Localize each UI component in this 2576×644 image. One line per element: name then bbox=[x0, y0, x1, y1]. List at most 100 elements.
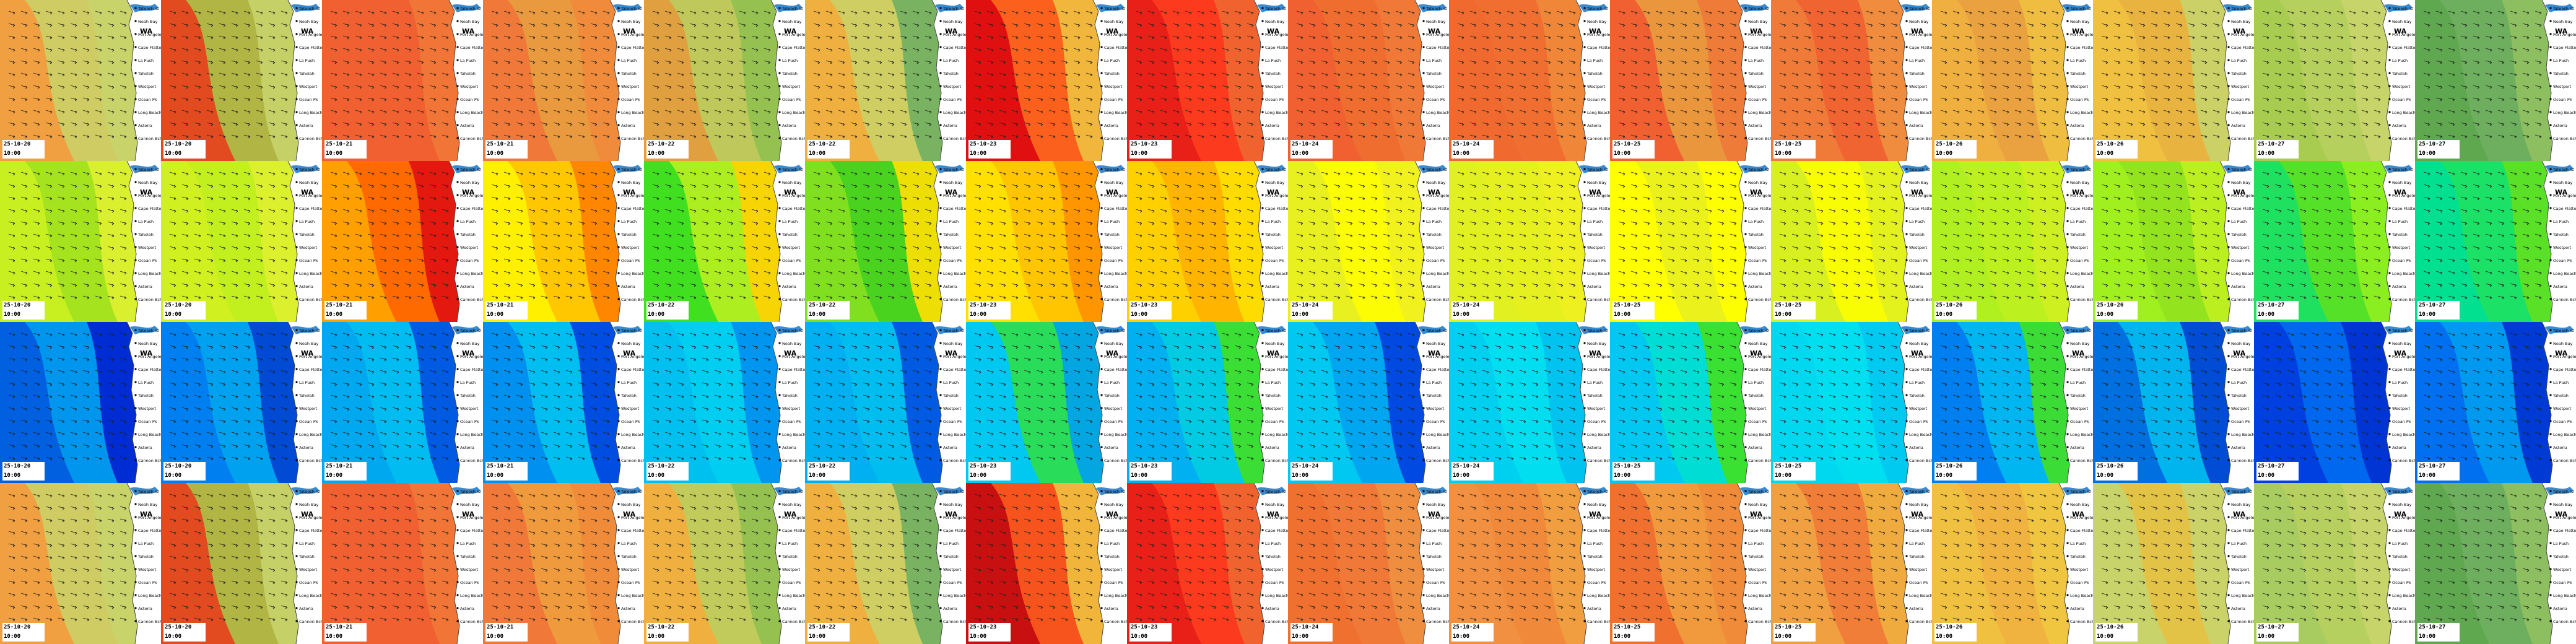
wind-arrow-head bbox=[186, 246, 189, 250]
wind-arrow-head bbox=[681, 61, 684, 64]
wind-arrow-head bbox=[186, 284, 189, 287]
wind-arrow-head bbox=[372, 135, 375, 139]
wind-arrow-head bbox=[409, 246, 412, 250]
place-marker bbox=[456, 85, 459, 87]
wind-arrow bbox=[1544, 110, 1551, 113]
wind-arrow-head bbox=[1028, 48, 1031, 52]
wind-arrow-head bbox=[1635, 85, 1638, 89]
wind-arrow-head bbox=[1957, 24, 1960, 27]
wind-arrow-head bbox=[1548, 24, 1551, 27]
wind-arrow-head bbox=[433, 110, 437, 114]
wind-arrow-head bbox=[1003, 73, 1006, 77]
wind-arrow-head bbox=[260, 98, 263, 102]
wind-arrow bbox=[380, 97, 387, 100]
wind-arrow bbox=[2027, 85, 2034, 88]
wind-arrow-head bbox=[2006, 36, 2009, 40]
wind-arrow bbox=[1333, 134, 1341, 137]
wind-arrow bbox=[1234, 72, 1242, 76]
wind-arrow bbox=[206, 72, 214, 76]
wind-arrow bbox=[2200, 23, 2208, 26]
wind-arrow bbox=[999, 23, 1006, 26]
wind-arrow bbox=[355, 233, 362, 237]
wind-arrow-head bbox=[446, 222, 449, 225]
wind-arrow-head bbox=[396, 98, 399, 102]
wind-arrow bbox=[503, 134, 511, 137]
wind-arrow-head bbox=[2440, 48, 2443, 52]
strait bbox=[774, 4, 803, 12]
wind-arrow bbox=[2485, 11, 2492, 14]
wind-arrow-head bbox=[62, 98, 65, 102]
wind-arrow bbox=[925, 97, 932, 100]
wind-arrow-head bbox=[248, 271, 251, 275]
wind-arrow-head bbox=[1548, 48, 1551, 52]
wind-arrow-head bbox=[916, 73, 920, 77]
wind-arrow-head bbox=[12, 197, 15, 201]
wind-arrow bbox=[1135, 97, 1142, 100]
wind-arrow bbox=[231, 85, 238, 88]
wind-arrow-head bbox=[2143, 36, 2146, 40]
wind-arrow-head bbox=[1461, 73, 1464, 77]
wind-arrow bbox=[1556, 110, 1564, 113]
wind-arrow-head bbox=[1300, 11, 1303, 15]
wind-arrow-head bbox=[2217, 135, 2220, 139]
wind-arrow-head bbox=[25, 197, 28, 201]
wind-arrow bbox=[491, 23, 498, 26]
wind-arrow bbox=[1234, 11, 1242, 14]
wind-arrow bbox=[1965, 35, 1972, 38]
wind-arrow-head bbox=[1833, 61, 1836, 64]
wind-arrow bbox=[726, 110, 734, 113]
wind-arrow-head bbox=[731, 36, 734, 40]
wind-arrow bbox=[2312, 35, 2319, 38]
wind-arrow-head bbox=[74, 135, 77, 139]
place-label: Westport bbox=[2070, 84, 2089, 89]
wind-arrow-head bbox=[557, 135, 560, 139]
wind-arrow-head bbox=[2316, 85, 2319, 89]
wind-arrow-head bbox=[111, 271, 115, 275]
wind-arrow bbox=[219, 283, 226, 286]
place-label: Long Beach bbox=[2231, 110, 2254, 115]
wind-arrow bbox=[1494, 134, 1502, 137]
wind-arrow bbox=[1469, 11, 1477, 14]
wind-arrow bbox=[268, 23, 276, 26]
wind-arrow-head bbox=[1622, 135, 1625, 139]
wind-arrow bbox=[652, 134, 659, 137]
state-label: WA bbox=[462, 27, 475, 35]
wind-arrow-head bbox=[1882, 85, 1886, 89]
wind-arrow-head bbox=[2031, 36, 2034, 40]
wind-arrow bbox=[342, 60, 350, 63]
wind-arrow bbox=[1061, 122, 1068, 125]
wind-arrow bbox=[1247, 134, 1254, 137]
wind-arrow bbox=[243, 209, 251, 212]
wind-arrow-head bbox=[1499, 73, 1502, 77]
wind-arrow bbox=[2349, 122, 2356, 125]
wind-arrow bbox=[1891, 134, 1898, 137]
wind-arrow bbox=[206, 172, 214, 175]
wind-arrow-head bbox=[1845, 123, 1848, 126]
place-marker bbox=[1905, 46, 1908, 48]
wind-arrow bbox=[590, 246, 598, 249]
wind-arrow-head bbox=[334, 11, 337, 15]
wind-arrow bbox=[1482, 60, 1489, 63]
wind-arrow bbox=[1185, 35, 1192, 38]
wind-arrow bbox=[714, 97, 721, 100]
wind-arrow-head bbox=[867, 61, 870, 64]
wind-arrow-head bbox=[929, 73, 932, 77]
wind-arrow-head bbox=[372, 246, 375, 250]
wind-arrow bbox=[491, 134, 498, 137]
wind-arrow bbox=[355, 23, 362, 26]
wind-arrow bbox=[1383, 110, 1390, 113]
wind-arrow bbox=[107, 184, 115, 187]
wind-arrow bbox=[95, 184, 102, 187]
wind-arrow bbox=[528, 233, 536, 237]
wind-arrow-head bbox=[50, 271, 53, 275]
wind-arrow-head bbox=[495, 185, 498, 188]
wind-arrow bbox=[1630, 23, 1638, 26]
wind-arrow bbox=[689, 48, 697, 51]
wind-arrow-head bbox=[2019, 61, 2022, 64]
wind-arrow-head bbox=[2539, 61, 2542, 64]
wind-arrow bbox=[194, 48, 201, 51]
wind-arrow-head bbox=[607, 259, 610, 263]
wind-arrow bbox=[1952, 60, 1960, 63]
wind-arrow bbox=[380, 196, 387, 199]
place-label: Cannon Bch bbox=[138, 297, 161, 302]
